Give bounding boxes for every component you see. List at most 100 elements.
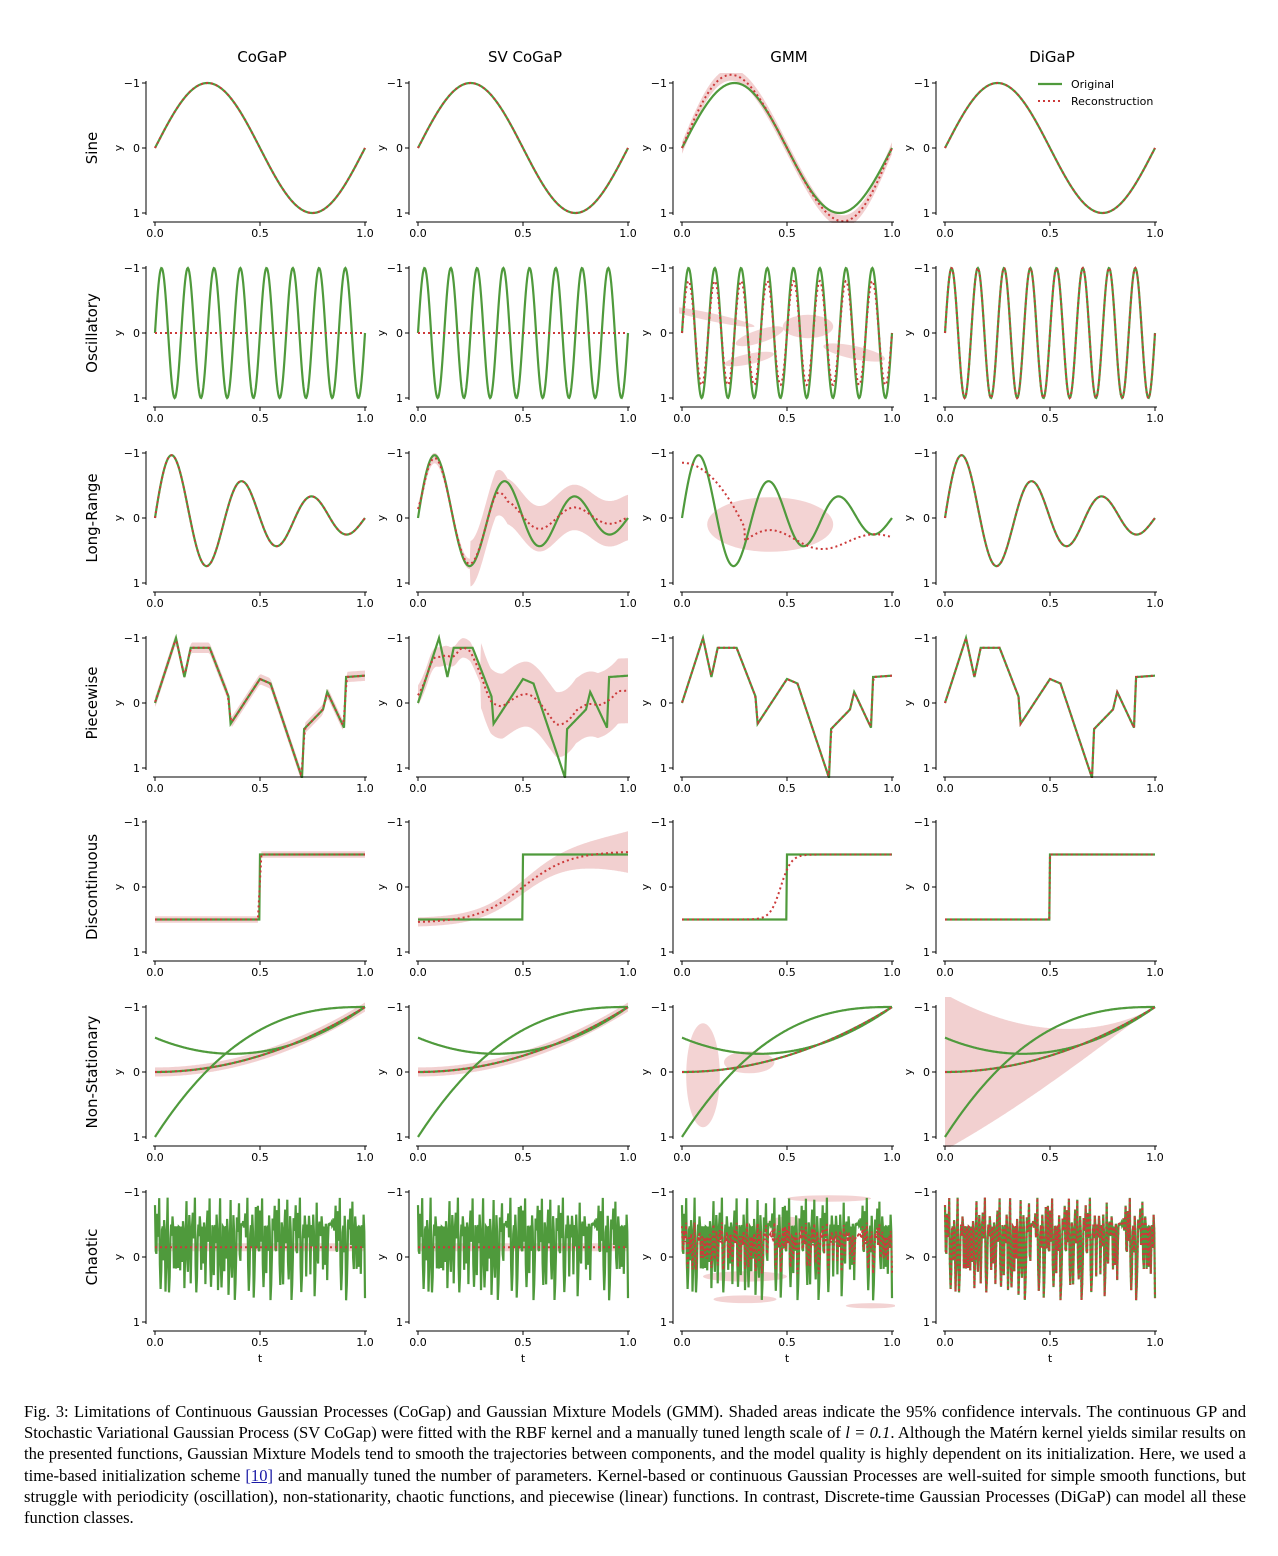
row-label: Sine [83, 132, 101, 164]
x-tick-label: 0.5 [514, 412, 532, 425]
x-tick-label: 0.0 [936, 412, 954, 425]
y-tick-label: 1 [660, 1131, 667, 1144]
original-line [680, 266, 894, 400]
original-line [680, 1197, 894, 1301]
y-tick-label: −1 [387, 77, 403, 90]
y-tick-label: 0 [923, 697, 930, 710]
plot-area [154, 1002, 366, 1138]
y-axis-label: y [375, 699, 388, 706]
legend-original-label: Original [1071, 78, 1114, 91]
x-tick-label: 0.5 [1041, 597, 1059, 610]
y-tick-label: −1 [651, 632, 667, 645]
plot-area [679, 266, 894, 400]
reconstruction-line [154, 82, 366, 214]
y-axis-label: y [639, 514, 652, 521]
reconstruction-line [944, 82, 1156, 214]
y-tick-label: 1 [923, 392, 930, 405]
y-tick-label: 0 [396, 697, 403, 710]
y-tick-label: 0 [923, 1251, 930, 1264]
x-axis-label: t [521, 1352, 526, 1365]
plot-area [680, 1195, 895, 1309]
x-tick-label: 1.0 [356, 1336, 374, 1349]
y-axis-label: y [902, 1068, 915, 1075]
x-tick-label: 1.0 [619, 597, 637, 610]
reconstruction-line [944, 1197, 1156, 1301]
y-tick-label: −1 [387, 1186, 403, 1199]
y-tick-label: 1 [660, 946, 667, 959]
y-tick-label: 1 [133, 392, 140, 405]
reconstruction-line [682, 853, 892, 921]
x-tick-label: 1.0 [619, 782, 637, 795]
y-axis-label: y [902, 514, 915, 521]
confidence-band [418, 638, 628, 758]
figure-caption: Fig. 3: Limitations of Continuous Gaussi… [24, 1401, 1246, 1528]
confidence-ellipse [713, 1295, 777, 1304]
panel: −1 0 1 0.0 0.5 1.0 y t [639, 1186, 901, 1365]
y-tick-label: −1 [124, 816, 140, 829]
y-tick-label: 1 [133, 577, 140, 590]
panel: −1 0 1 0.0 0.5 1.0 y [902, 816, 1164, 979]
plot-area [682, 853, 892, 921]
y-tick-label: 0 [396, 1066, 403, 1079]
reconstruction-line [155, 1006, 366, 1073]
x-tick-label: 0.5 [1041, 412, 1059, 425]
original-line [418, 1006, 629, 1074]
panel: −1 0 1 0.0 0.5 1.0 y [902, 997, 1164, 1164]
original-line [417, 1005, 628, 1138]
panel: −1 0 1 0.0 0.5 1.0 y [902, 447, 1164, 610]
x-tick-label: 1.0 [356, 227, 374, 240]
y-axis-label: y [639, 1068, 652, 1075]
y-tick-label: 1 [660, 577, 667, 590]
reconstruction-line [944, 634, 1155, 778]
x-tick-label: 0.0 [673, 412, 691, 425]
reconstruction-line [682, 461, 893, 550]
x-tick-label: 1.0 [883, 227, 901, 240]
caption-formula: l = 0.1 [845, 1423, 891, 1443]
x-tick-label: 1.0 [356, 782, 374, 795]
original-line [155, 1006, 366, 1074]
original-line [154, 1006, 366, 1055]
plot-area [153, 454, 366, 568]
y-tick-label: −1 [914, 262, 930, 275]
reconstruction-line [682, 1006, 893, 1073]
y-tick-label: 1 [133, 1131, 140, 1144]
x-tick-label: 1.0 [356, 1151, 374, 1164]
original-line [153, 1197, 367, 1301]
y-tick-label: 1 [923, 577, 930, 590]
y-tick-label: 0 [923, 512, 930, 525]
y-tick-label: 1 [396, 207, 403, 220]
x-tick-label: 0.0 [146, 412, 164, 425]
panel: −1 0 1 0.0 0.5 1.0 y [902, 77, 1164, 240]
x-tick-label: 0.0 [409, 412, 427, 425]
plot-area [943, 454, 1156, 568]
y-tick-label: −1 [914, 816, 930, 829]
panel: −1 0 1 0.0 0.5 1.0 y [639, 73, 901, 240]
y-tick-label: 0 [133, 512, 140, 525]
y-tick-label: 0 [396, 1251, 403, 1264]
y-axis-label: y [639, 144, 652, 151]
x-tick-label: 1.0 [356, 597, 374, 610]
row-label: Discontinuous [83, 834, 101, 940]
y-tick-label: −1 [651, 1186, 667, 1199]
original-line [680, 633, 892, 778]
y-tick-label: 0 [396, 881, 403, 894]
y-tick-label: 1 [396, 762, 403, 775]
y-tick-label: 1 [396, 946, 403, 959]
y-tick-label: 1 [396, 1316, 403, 1329]
x-tick-label: 0.5 [251, 227, 269, 240]
y-tick-label: −1 [651, 1001, 667, 1014]
reconstruction-line [945, 1006, 1156, 1073]
x-tick-label: 0.5 [778, 1151, 796, 1164]
panel: −1 0 1 0.0 0.5 1.0 y [902, 632, 1164, 795]
column-title: CoGaP [237, 48, 287, 66]
row-label: Non-Stationary [83, 1015, 101, 1128]
x-tick-label: 1.0 [883, 1151, 901, 1164]
x-tick-label: 0.0 [673, 782, 691, 795]
caption-reference-link[interactable]: [10] [245, 1465, 274, 1485]
y-tick-label: −1 [124, 262, 140, 275]
original-line [153, 633, 365, 778]
y-tick-label: 0 [923, 1066, 930, 1079]
panel: −1 0 1 0.0 0.5 1.0 y t [902, 1186, 1164, 1365]
y-axis-label: y [375, 144, 388, 151]
x-tick-label: 0.5 [778, 597, 796, 610]
